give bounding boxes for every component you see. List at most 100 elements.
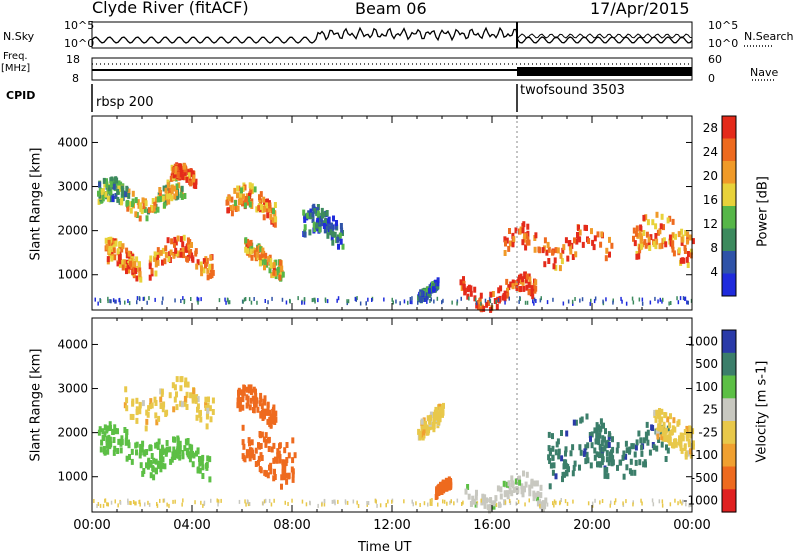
ground-scatter [163, 498, 166, 503]
scatter-cell [482, 305, 486, 312]
ground-scatter [641, 501, 643, 506]
scatter-cell [601, 435, 605, 442]
ground-scatter [166, 502, 168, 507]
scatter-cell [646, 219, 650, 226]
ground-scatter [602, 299, 604, 304]
scatter-cell [135, 449, 138, 456]
ground-scatter [686, 300, 688, 305]
ground-scatter [638, 297, 641, 302]
ground-scatter [110, 299, 112, 304]
scatter-cell [639, 238, 643, 244]
scatter-cell [533, 246, 537, 253]
ground-scatter [621, 299, 623, 304]
scatter-cell [496, 485, 500, 492]
ground-scatter [135, 501, 137, 506]
scatter-cell [269, 413, 273, 420]
ground-scatter [196, 296, 198, 301]
scatter-cell [188, 249, 192, 256]
scatter-cell [173, 396, 177, 403]
scatter-cell [112, 183, 116, 190]
ground-scatter [161, 300, 163, 305]
scatter-cell [603, 472, 607, 479]
scatter-cell [595, 430, 599, 437]
scatter-cell [547, 454, 551, 461]
scatter-cell [204, 405, 208, 411]
scatter-cell [331, 231, 335, 238]
scatter-cell [267, 446, 271, 452]
scatter-cell [258, 400, 262, 407]
y-tick-label: 3000 [57, 382, 88, 396]
scatter-cell [640, 444, 644, 451]
scatter-cell [257, 205, 261, 212]
scatter-cell [473, 286, 477, 293]
scatter-cell [138, 449, 142, 456]
scatter-cell [202, 258, 206, 265]
scatter-cell [156, 196, 160, 203]
scatter-cell [104, 191, 108, 198]
scatter-cell [530, 478, 534, 485]
ground-scatter [224, 297, 226, 302]
scatter-cell [605, 247, 609, 254]
scatter-cell [172, 446, 176, 453]
scatter-cell [113, 254, 117, 261]
ground-scatter [127, 498, 129, 503]
scatter-cell [120, 259, 124, 266]
ground-scatter [524, 300, 527, 305]
scatter-cell [588, 432, 592, 438]
scatter-cell [611, 436, 614, 443]
scatter-cell [598, 432, 602, 439]
scatter-cell [176, 452, 180, 459]
scatter-cell [339, 223, 343, 229]
ground-scatter [247, 500, 249, 505]
scatter-cell [253, 186, 257, 193]
scatter-cell [149, 472, 153, 479]
scatter-cell [584, 444, 588, 451]
scatter-cell [210, 263, 214, 270]
scatter-cell [525, 284, 529, 291]
scatter-cell [121, 190, 125, 197]
scatter-cell [551, 433, 554, 440]
scatter-cell [605, 450, 609, 457]
scatter-cell [638, 230, 642, 237]
scatter-cell [169, 458, 173, 465]
ground-scatter [674, 498, 676, 503]
scatter-cell [568, 244, 572, 251]
scatter-cell [265, 202, 269, 209]
ground-scatter [429, 501, 432, 506]
scatter-cell [660, 441, 664, 448]
scatter-cell [586, 442, 590, 449]
scatter-cell [182, 234, 186, 241]
scatter-cell [201, 464, 205, 471]
scatter-cell [241, 389, 245, 396]
scatter-cell [252, 407, 256, 414]
scatter-cell [206, 455, 210, 462]
scatter-cell [206, 407, 210, 414]
scatter-cell [266, 198, 269, 205]
ground-scatter [264, 299, 266, 303]
scatter-cell [283, 465, 287, 472]
scatter-cell [477, 304, 480, 311]
scatter-cell [138, 215, 142, 222]
scatter-cell [188, 456, 192, 463]
scatter-cell [247, 240, 251, 247]
scatter-cell [170, 184, 174, 191]
colorbar-segment [722, 228, 736, 252]
scatter-cell [122, 259, 126, 266]
scatter-cell [104, 237, 108, 244]
scatter-cell [487, 300, 491, 306]
scatter-cell [111, 196, 115, 202]
noise-panel-frame [91, 21, 693, 49]
scatter-cell [280, 474, 284, 481]
scatter-cell [145, 418, 149, 425]
scatter-cell [123, 264, 127, 271]
ground-scatter [517, 499, 520, 504]
scatter-cell [578, 444, 582, 451]
scatter-cell [111, 237, 114, 244]
scatter-cell [125, 259, 129, 266]
ground-scatter [497, 298, 500, 302]
scatter-cell [527, 281, 531, 288]
ground-scatter [354, 297, 357, 301]
ground-scatter [248, 502, 251, 506]
scatter-cell [108, 252, 112, 259]
scatter-cell [125, 397, 129, 404]
